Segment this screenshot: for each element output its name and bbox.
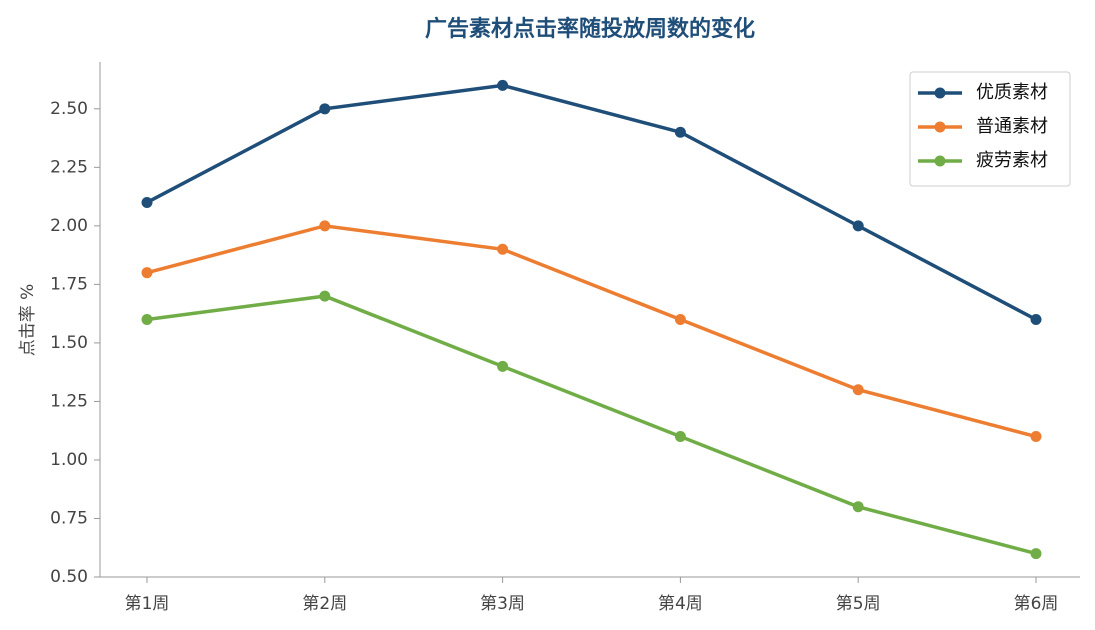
series-line — [146, 83, 1037, 322]
y-tick-label: 1.50 — [50, 333, 88, 353]
legend-marker — [934, 155, 946, 167]
data-point — [674, 314, 686, 325]
data-point — [497, 79, 509, 91]
data-point — [497, 243, 509, 255]
x-tick-label: 第5周 — [836, 594, 881, 614]
series-line — [146, 224, 1037, 439]
data-point — [319, 103, 331, 115]
data-point — [852, 501, 864, 513]
data-point — [319, 220, 331, 232]
y-tick-label: 0.50 — [50, 567, 88, 587]
x-tick-label: 第6周 — [1014, 594, 1059, 614]
legend-box — [909, 71, 1071, 187]
x-tick-label: 第3周 — [480, 594, 525, 614]
data-point — [674, 126, 686, 138]
data-point — [674, 431, 686, 443]
data-point — [497, 360, 509, 372]
legend-marker — [934, 121, 946, 133]
legend-label: 优质素材 — [976, 82, 1048, 103]
x-tick-label: 第4周 — [658, 594, 703, 614]
y-tick-label: 1.25 — [50, 391, 88, 411]
x-tick-label: 第2周 — [302, 594, 347, 614]
y-tick-label: 2.00 — [50, 216, 88, 236]
y-tick-label: 2.50 — [50, 99, 88, 119]
data-point — [852, 384, 864, 396]
y-tick-label: 2.25 — [50, 157, 88, 177]
data-point — [852, 220, 864, 232]
data-point — [1030, 548, 1042, 560]
chart-title: 广告素材点击率随投放周数的变化 — [425, 16, 755, 42]
y-axis-label: 点击率 % — [18, 284, 38, 357]
data-point — [141, 196, 153, 208]
data-point — [1030, 314, 1042, 325]
data-point — [1030, 431, 1042, 443]
data-point — [141, 267, 153, 279]
data-point — [141, 314, 153, 325]
legend-marker — [934, 87, 946, 99]
legend-label: 疲劳素材 — [976, 150, 1048, 171]
y-tick-label: 1.75 — [50, 274, 88, 294]
series-line — [146, 294, 1037, 556]
y-tick-label: 0.75 — [50, 508, 88, 528]
y-tick-label: 1.00 — [50, 450, 88, 470]
legend-label: 普通素材 — [976, 116, 1048, 137]
x-tick-label: 第1周 — [125, 594, 170, 614]
data-point — [319, 290, 331, 302]
